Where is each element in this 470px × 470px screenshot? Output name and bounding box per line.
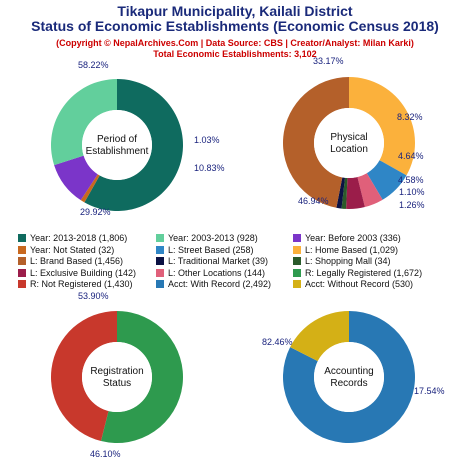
center-label: Records [330,378,367,389]
legend-item-acct-without-record: Acct: Without Record (530) [293,279,413,290]
pct-label-l-traditional-market: 1.26% [399,200,425,210]
legend-label: L: Shopping Mall (34) [305,256,391,266]
legend-label: L: Traditional Market (39) [168,256,269,266]
legend-label: Acct: With Record (2,492) [168,279,272,289]
legend-swatch [18,257,26,265]
donut-hole [82,110,152,180]
legend-item-r-not-registered: R: Not Registered (1,430) [18,279,133,290]
pct-label-l-shopping-mall: 1.10% [399,187,425,197]
legend-label: Year: Not Stated (32) [30,244,115,255]
slice-acct-with-record [283,311,415,443]
slice-year-not-stated [80,174,100,203]
legend-item-year-2003-2013: Year: 2003-2013 (928) [156,233,258,244]
slice-year-2003-2013 [51,79,117,166]
legend-swatch [293,245,301,254]
slice-l-other-locations [357,173,383,208]
legend-label: L: Other Locations (144) [168,267,266,278]
donut-chart-2: 33.17% 8.32% 4.64% 4.58% 1.10% 1.26% 46.94% Phy… [283,56,425,210]
pct-label-l-exclusive-building: 4.58% [398,175,424,185]
legend-swatch [156,280,164,288]
legend-label: R: Not Registered (1,430) [30,279,133,289]
legend-swatch [156,257,164,265]
slice-l-traditional-market [336,177,346,209]
legend-swatch [293,280,301,288]
legend-item-l-street-based: L: Street Based (258) [156,245,254,256]
slice-year-before-2003 [54,155,98,201]
pct-label-l-other-locations: 4.64% [398,151,424,161]
legend-swatch [156,234,164,242]
legend-item-r-legally-registered: R: Legally Registered (1,672) [293,268,422,279]
slice-r-legally-registered [100,311,183,443]
legend-item-acct-with-record: Acct: With Record (2,492) [156,279,271,290]
donut-chart-1: 58.22% 1.03% 10.83% 29.92% Period ofEstablis… [51,60,225,217]
legend-swatch [156,245,164,254]
pct-label-l-home-based: 33.17% [313,56,344,66]
slice-year-2013-2018 [84,79,183,211]
slice-l-exclusive-building [346,176,365,210]
legend-item-l-brand-based: L: Brand Based (1,456) [18,256,123,267]
legend-item-year-before-2003: Year: Before 2003 (336) [293,233,401,244]
legend-label: R: Legally Registered (1,672) [305,267,423,278]
center-label: Registration [90,366,143,377]
donut-hole [314,108,384,178]
legend-label: L: Home Based (1,029) [305,244,399,255]
legend-label: Year: 2003-2013 (928) [168,233,258,243]
center-label: Physical [330,132,367,143]
total-establishments: Total Economic Establishments: 3,102 [153,49,317,59]
legend-item-year-not-stated: Year: Not Stated (32) [18,245,114,256]
donut-hole [82,342,152,412]
legend-swatch [18,234,26,242]
center-label: Accounting [324,366,373,377]
legend-swatch [293,268,301,277]
pct-label-acct-without-record: 17.54% [414,386,445,396]
legend-label: Acct: Without Record (530) [305,279,414,289]
slice-r-not-registered [51,311,117,442]
donut-hole [314,342,384,412]
pct-label-year-2003-2013: 29.92% [80,207,111,217]
center-label: Location [330,144,368,155]
legend-swatch [18,280,26,288]
legend-item-l-exclusive-building: L: Exclusive Building (142) [18,268,136,279]
legend-item-l-shopping-mall: L: Shopping Mall (34) [293,256,391,267]
legend-label: L: Brand Based (1,456) [30,256,124,266]
legend-swatch [18,268,26,277]
legend-item-l-traditional-market: L: Traditional Market (39) [156,256,268,267]
center-label: Establishment [86,146,149,157]
legend-swatch [293,234,301,242]
slice-acct-without-record [290,311,349,362]
slice-l-brand-based [283,77,349,208]
legend-label: L: Street Based (258) [168,244,254,255]
pct-label-year-2013-2018: 58.22% [78,60,109,70]
pct-label-r-legally-registered: 53.90% [78,291,109,301]
legend-swatch [18,245,26,254]
pct-label-acct-with-record: 82.46% [262,337,293,347]
pct-label-l-brand-based: 46.94% [298,196,329,206]
legend-item-year-2013-2018: Year: 2013-2018 (1,806) [18,233,127,244]
pct-label-r-not-registered: 46.10% [90,449,121,459]
pct-label-year-not-stated: 1.03% [194,135,220,145]
slice-l-home-based [349,77,415,176]
chart-subtitle: Status of Economic Establishments (Econo… [31,18,439,34]
legend-item-l-other-locations: L: Other Locations (144) [156,268,265,279]
legend-label: L: Exclusive Building (142) [30,267,137,278]
chart-title: Tikapur Municipality, Kailali District [117,3,353,19]
pct-label-year-before-2003: 10.83% [194,163,225,173]
legend-item-l-home-based: L: Home Based (1,029) [293,245,398,256]
legend-label: Year: Before 2003 (336) [305,233,401,243]
center-label: Status [103,378,131,389]
legend-swatch [293,257,301,265]
pct-label-l-street-based: 8.32% [397,112,423,122]
slice-l-street-based [366,160,407,200]
legend-swatch [156,268,164,277]
copyright-line: (Copyright © NepalArchives.Com | Data So… [56,38,414,48]
center-label: Period of [97,134,137,145]
legend-label: Year: 2013-2018 (1,806) [30,233,128,243]
slice-l-shopping-mall [341,177,348,209]
